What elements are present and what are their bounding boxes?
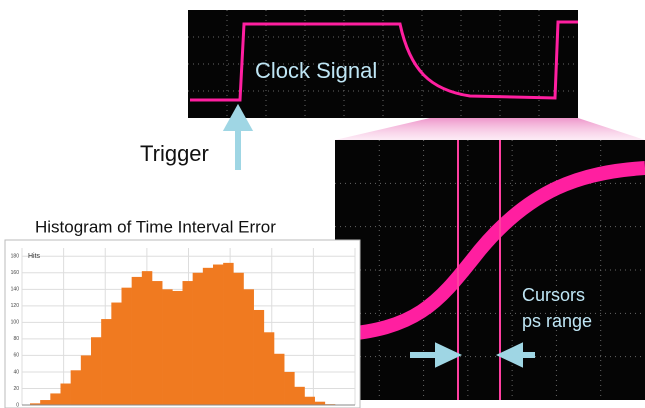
histogram-bar [152, 281, 162, 405]
trigger-arrow [228, 110, 248, 170]
y-tick-label: 60 [13, 353, 19, 359]
histogram-bar [111, 303, 121, 405]
y-tick-label: 20 [13, 386, 19, 392]
histogram-bar [213, 265, 223, 405]
trigger-label: Trigger [140, 141, 209, 166]
histogram-bar [264, 332, 274, 405]
y-tick-label: 140 [11, 287, 20, 293]
histogram-bar [305, 397, 315, 405]
histogram-bar [71, 370, 81, 405]
histogram-bar [223, 263, 233, 405]
histogram-bar [50, 393, 60, 405]
histogram-title: Histogram of Time Interval Error [35, 217, 276, 236]
histogram-bar [122, 288, 132, 405]
histogram-bar [61, 384, 71, 405]
histogram-bar [101, 319, 111, 405]
histogram-bar [193, 273, 203, 405]
histogram-bar [40, 400, 50, 405]
histogram-bar [284, 372, 294, 405]
cursor-label: ps range [522, 311, 592, 331]
y-axis-label: Hits [28, 253, 41, 260]
histogram-bar [203, 268, 213, 405]
histogram-bar [172, 291, 182, 405]
y-tick-label: 40 [13, 369, 19, 375]
cursor-label: Cursors [522, 285, 585, 305]
histogram-bar [274, 354, 284, 405]
histogram-bar [233, 273, 243, 405]
y-tick-label: 100 [11, 320, 20, 326]
histogram-bar [162, 289, 172, 405]
y-tick-label: 160 [11, 270, 20, 276]
scope-label: Clock Signal [255, 58, 377, 83]
y-tick-label: 180 [11, 254, 20, 260]
histogram-bar [254, 310, 264, 405]
y-tick-label: 0 [16, 402, 19, 408]
histogram-bar [244, 289, 254, 405]
figure: Clock Signal Trigger Cursors ps range Hi… [0, 0, 645, 408]
zoom-fan [335, 118, 645, 140]
histogram-bar [294, 387, 304, 405]
histogram-bar [132, 277, 142, 405]
histogram-bar [81, 355, 91, 405]
y-tick-label: 120 [11, 303, 20, 309]
histogram-bar [183, 281, 193, 405]
histogram-bar [91, 337, 101, 405]
histogram-bar [142, 271, 152, 405]
y-tick-label: 80 [13, 336, 19, 342]
